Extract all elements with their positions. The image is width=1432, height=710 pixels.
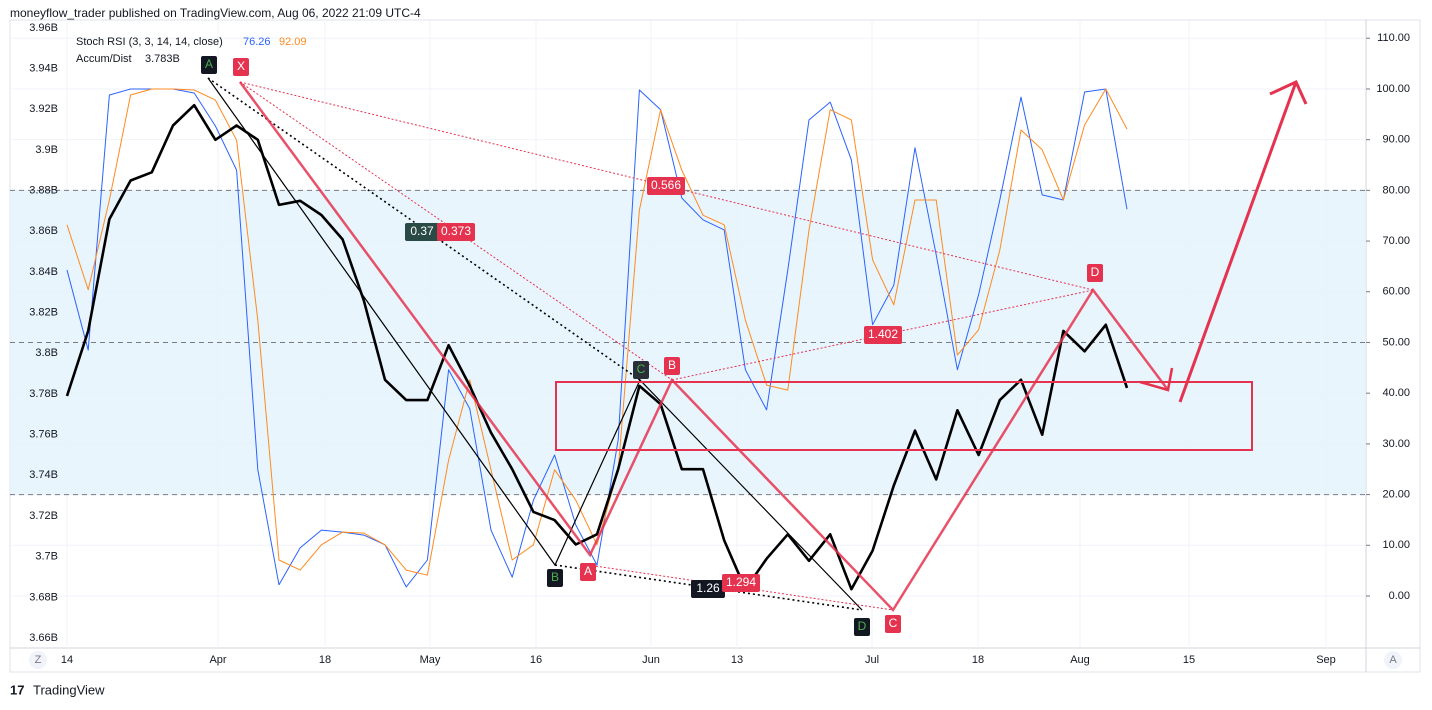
ratio-label: 0.37 bbox=[410, 224, 434, 238]
point-label: B bbox=[551, 570, 559, 584]
x-tick-label: Apr bbox=[209, 654, 226, 666]
bands bbox=[10, 189, 1366, 496]
y-tick-label: 3.84B bbox=[29, 266, 58, 278]
y-tick-label: 3.7B bbox=[35, 551, 58, 563]
y-tick-label: 3.74B bbox=[29, 469, 58, 481]
x-tick-label: Jun bbox=[642, 654, 660, 666]
y2-tick-label: 90.00 bbox=[1382, 134, 1410, 146]
legend-title: Accum/Dist bbox=[76, 53, 132, 65]
label-box bbox=[854, 618, 870, 636]
point-label: C bbox=[889, 616, 898, 630]
y2-tick-label: 80.00 bbox=[1382, 184, 1410, 196]
ratio-label: 0.566 bbox=[651, 178, 681, 192]
y2-tick-label: 100.00 bbox=[1376, 83, 1410, 95]
point-label: A bbox=[205, 57, 213, 71]
y-tick-label: 3.68B bbox=[29, 591, 58, 603]
y-tick-label: 3.92B bbox=[29, 103, 58, 115]
red-dotted bbox=[239, 81, 673, 381]
y-tick-label: 3.66B bbox=[29, 632, 58, 644]
y-tick-label: 3.94B bbox=[29, 63, 58, 75]
y2-tick-label: 70.00 bbox=[1382, 235, 1410, 247]
point-label: A bbox=[584, 564, 592, 578]
arrowhead bbox=[1269, 80, 1308, 105]
point-label: B bbox=[668, 358, 676, 372]
logo-icon: 17 bbox=[10, 682, 24, 697]
ratio-box bbox=[405, 223, 439, 241]
red-pattern bbox=[238, 81, 1169, 613]
y-tick-label: 3.96B bbox=[29, 22, 58, 34]
y-tick-label: 3.88B bbox=[29, 185, 58, 197]
label-box bbox=[664, 357, 680, 375]
series-lines bbox=[65, 88, 1129, 591]
footer: TradingView bbox=[33, 682, 105, 697]
y-tick-label: 3.72B bbox=[29, 510, 58, 522]
arrowhead bbox=[1139, 367, 1174, 392]
label-box bbox=[580, 563, 596, 581]
point-label: X bbox=[237, 59, 245, 73]
y2-tick-label: 60.00 bbox=[1382, 286, 1410, 298]
y-tick-label: 3.86B bbox=[29, 225, 58, 237]
legend: Stoch RSI (3, 3, 14, 14, close) 76.26 92… bbox=[76, 36, 307, 65]
zone-rect bbox=[555, 381, 1253, 451]
y2-tick-label: 30.00 bbox=[1382, 438, 1410, 450]
ratio-label: 1.402 bbox=[868, 327, 898, 341]
ratio-box bbox=[647, 177, 685, 195]
x-tick-label: Aug bbox=[1070, 654, 1090, 666]
y2-tick-label: 40.00 bbox=[1382, 387, 1410, 399]
header: moneyflow_trader published on TradingVie… bbox=[10, 6, 421, 20]
y2-tick-label: 0.00 bbox=[1389, 590, 1410, 602]
axes: 14 Apr 18 May 16 Jun 13 Jul 18 Aug 15 Sep 3.96B 3.94B… bbox=[29, 22, 1410, 666]
y2-tick-label: 50.00 bbox=[1382, 336, 1410, 348]
series-line bbox=[66, 88, 1128, 576]
ratio-box bbox=[437, 223, 475, 241]
label-box bbox=[633, 361, 649, 379]
y-tick-label: 3.82B bbox=[29, 307, 58, 319]
button-label[interactable]: A bbox=[1389, 654, 1397, 666]
y-tick-label: 3.78B bbox=[29, 388, 58, 400]
x-tick-label: Jul bbox=[865, 654, 879, 666]
x-tick-label: 16 bbox=[530, 654, 542, 666]
point-label: D bbox=[858, 619, 867, 633]
label-box bbox=[233, 58, 249, 76]
point-label: D bbox=[1091, 265, 1100, 279]
label-box bbox=[547, 569, 563, 587]
button[interactable] bbox=[29, 651, 47, 669]
y2-tick-label: 110.00 bbox=[1377, 32, 1410, 44]
series-line bbox=[66, 88, 1128, 588]
legend-value: 92.09 bbox=[279, 36, 307, 48]
x-tick-label: 13 bbox=[731, 654, 743, 666]
label-box bbox=[1087, 264, 1103, 282]
legend-value: 76.26 bbox=[243, 36, 271, 48]
ratio-box bbox=[691, 580, 725, 598]
x-tick-label: 18 bbox=[319, 654, 331, 666]
y-tick-label: 3.76B bbox=[29, 429, 58, 441]
point-label: C bbox=[637, 362, 646, 376]
x-tick-label: Sep bbox=[1316, 654, 1336, 666]
label-box bbox=[201, 56, 217, 74]
button-label[interactable]: Z bbox=[35, 654, 42, 666]
x-tick-label: 14 bbox=[61, 654, 73, 666]
legend-title: Stoch RSI (3, 3, 14, 14, close) bbox=[76, 36, 223, 48]
legend-value: 3.783B bbox=[145, 53, 180, 65]
x-tick-label: May bbox=[420, 654, 441, 666]
ratio-label: 0.373 bbox=[441, 224, 471, 238]
ratio-label: 1.26 bbox=[696, 581, 720, 595]
y2-tick-label: 20.00 bbox=[1382, 488, 1410, 500]
red-dotted bbox=[587, 564, 894, 611]
black-pattern bbox=[207, 77, 863, 611]
ratio-box bbox=[722, 574, 760, 592]
ratio-box bbox=[864, 326, 902, 344]
x-tick-label: 18 bbox=[972, 654, 984, 666]
button[interactable] bbox=[1384, 651, 1402, 669]
pattern-labels: A B C D X A B C D 0.37 1.26 0.373 0.566 … bbox=[201, 56, 1103, 636]
y2-tick-label: 10.00 bbox=[1382, 539, 1410, 551]
y-tick-label: 3.8B bbox=[35, 347, 58, 359]
x-tick-label: 15 bbox=[1183, 654, 1195, 666]
label-box bbox=[885, 615, 901, 633]
series-line bbox=[65, 103, 1129, 591]
ratio-label: 1.294 bbox=[726, 575, 756, 589]
arrow bbox=[1178, 81, 1298, 403]
y-tick-label: 3.9B bbox=[35, 144, 58, 156]
